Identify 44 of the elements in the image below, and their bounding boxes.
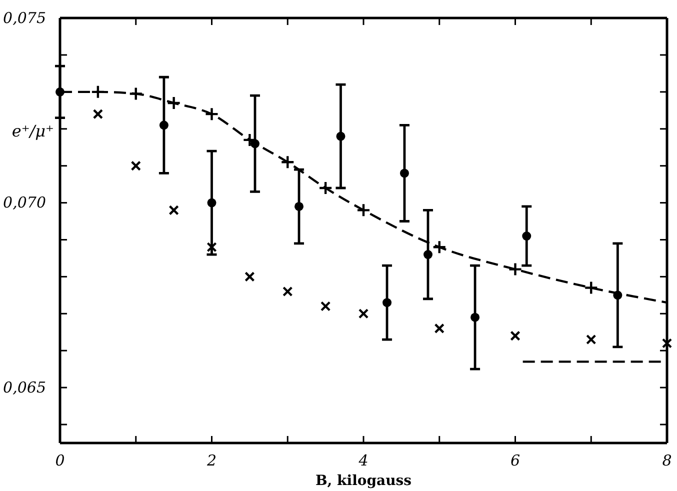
point xyxy=(244,272,255,282)
point xyxy=(90,84,106,100)
point xyxy=(92,108,104,120)
point xyxy=(432,240,446,254)
point xyxy=(204,106,219,122)
y-tick-label: 0,075 xyxy=(3,8,46,27)
point xyxy=(56,87,64,96)
point xyxy=(510,330,520,341)
point xyxy=(470,312,480,322)
x-tick-label: 2 xyxy=(206,452,217,470)
point xyxy=(282,286,293,297)
point xyxy=(434,323,444,334)
point xyxy=(586,334,596,345)
point xyxy=(166,96,181,110)
point xyxy=(400,168,409,178)
point xyxy=(280,155,295,170)
x-tick-label: 0 xyxy=(55,452,66,470)
y-tick-label: 0,070 xyxy=(3,194,46,212)
x-tick-label: 8 xyxy=(662,452,672,470)
x-tick-label: 6 xyxy=(510,452,520,470)
point xyxy=(130,160,141,171)
point xyxy=(356,203,371,218)
point xyxy=(159,120,168,130)
point xyxy=(336,132,346,141)
point xyxy=(508,262,522,276)
y-axis-title: e⁺/μ⁺ xyxy=(12,121,54,140)
point xyxy=(294,202,304,211)
point xyxy=(423,250,432,260)
point xyxy=(206,242,217,252)
point xyxy=(382,298,392,308)
point xyxy=(358,308,369,319)
point xyxy=(168,205,179,216)
point xyxy=(584,280,598,295)
point xyxy=(318,180,333,196)
point xyxy=(662,338,672,348)
point xyxy=(207,198,216,208)
x-axis-title: B, kilogauss xyxy=(315,473,412,489)
point xyxy=(250,139,260,148)
point xyxy=(320,301,331,312)
point xyxy=(613,290,622,300)
x-tick-label: 4 xyxy=(358,452,368,470)
y-tick-label: 0,065 xyxy=(3,378,46,396)
point xyxy=(522,232,532,241)
point xyxy=(128,86,143,101)
